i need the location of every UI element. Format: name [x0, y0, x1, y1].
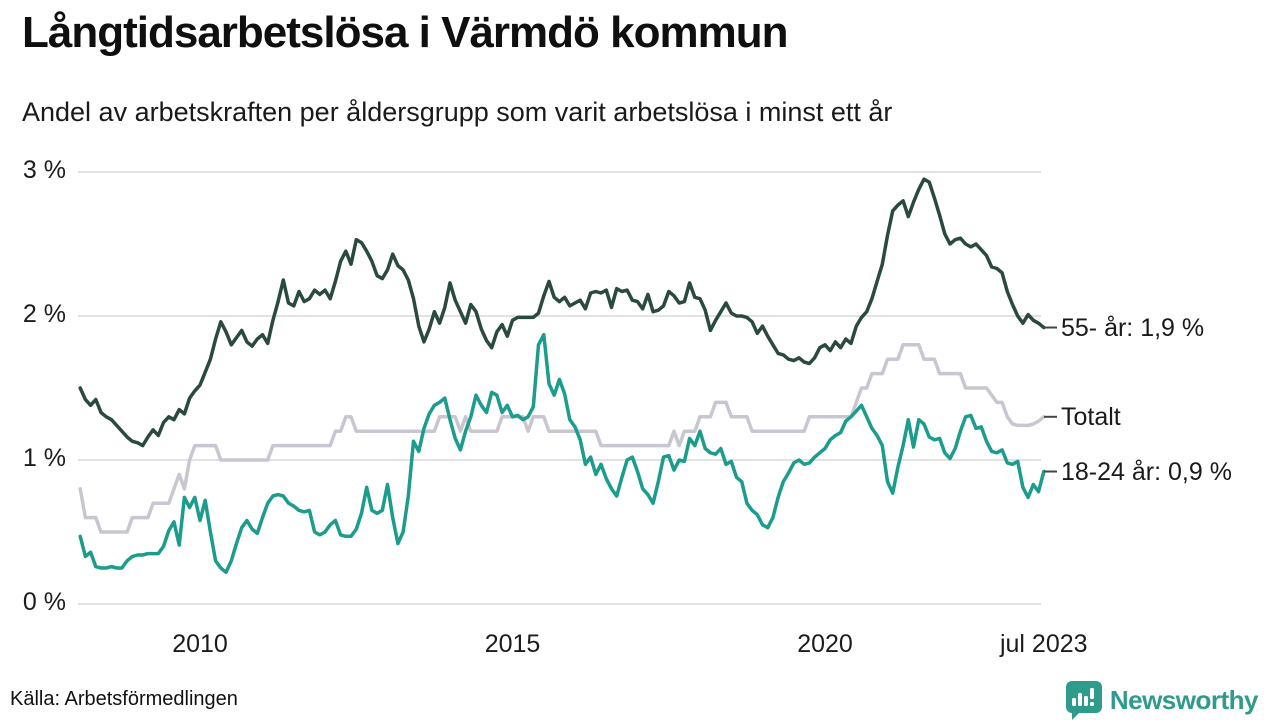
source-note: Källa: Arbetsförmedlingen	[10, 688, 238, 710]
x-tick-label: 2015	[484, 630, 541, 658]
series-line-18-24-r	[78, 332, 1046, 575]
newsworthy-logo: Newsworthy	[1064, 680, 1259, 720]
page-title: Långtidsarbetslösa i Värmdö kommun	[22, 8, 788, 57]
x-tick-label: 2010	[172, 630, 228, 658]
bar-chart-bubble-icon	[1064, 680, 1102, 720]
series-end-label-55: 55- år: 1,9 %	[1061, 313, 1205, 342]
y-tick-label: 2 %	[22, 300, 66, 328]
page-subtitle: Andel av arbetskraften per åldersgrupp s…	[22, 97, 893, 127]
y-tick-label: 1 %	[22, 444, 66, 472]
y-tick-label: 3 %	[22, 156, 66, 184]
y-tick-label: 0 %	[22, 588, 66, 616]
newsworthy-logo-text: Newsworthy	[1109, 684, 1259, 715]
series-end-label-totalt: Totalt	[1061, 402, 1121, 431]
series-line-55-r	[78, 177, 1046, 448]
x-tick-label: jul 2023	[999, 630, 1088, 658]
series-end-label-18-24: 18-24 år: 0,9 %	[1061, 457, 1232, 486]
x-tick-label: 2020	[797, 630, 853, 658]
series-line-totalt	[78, 343, 1046, 534]
